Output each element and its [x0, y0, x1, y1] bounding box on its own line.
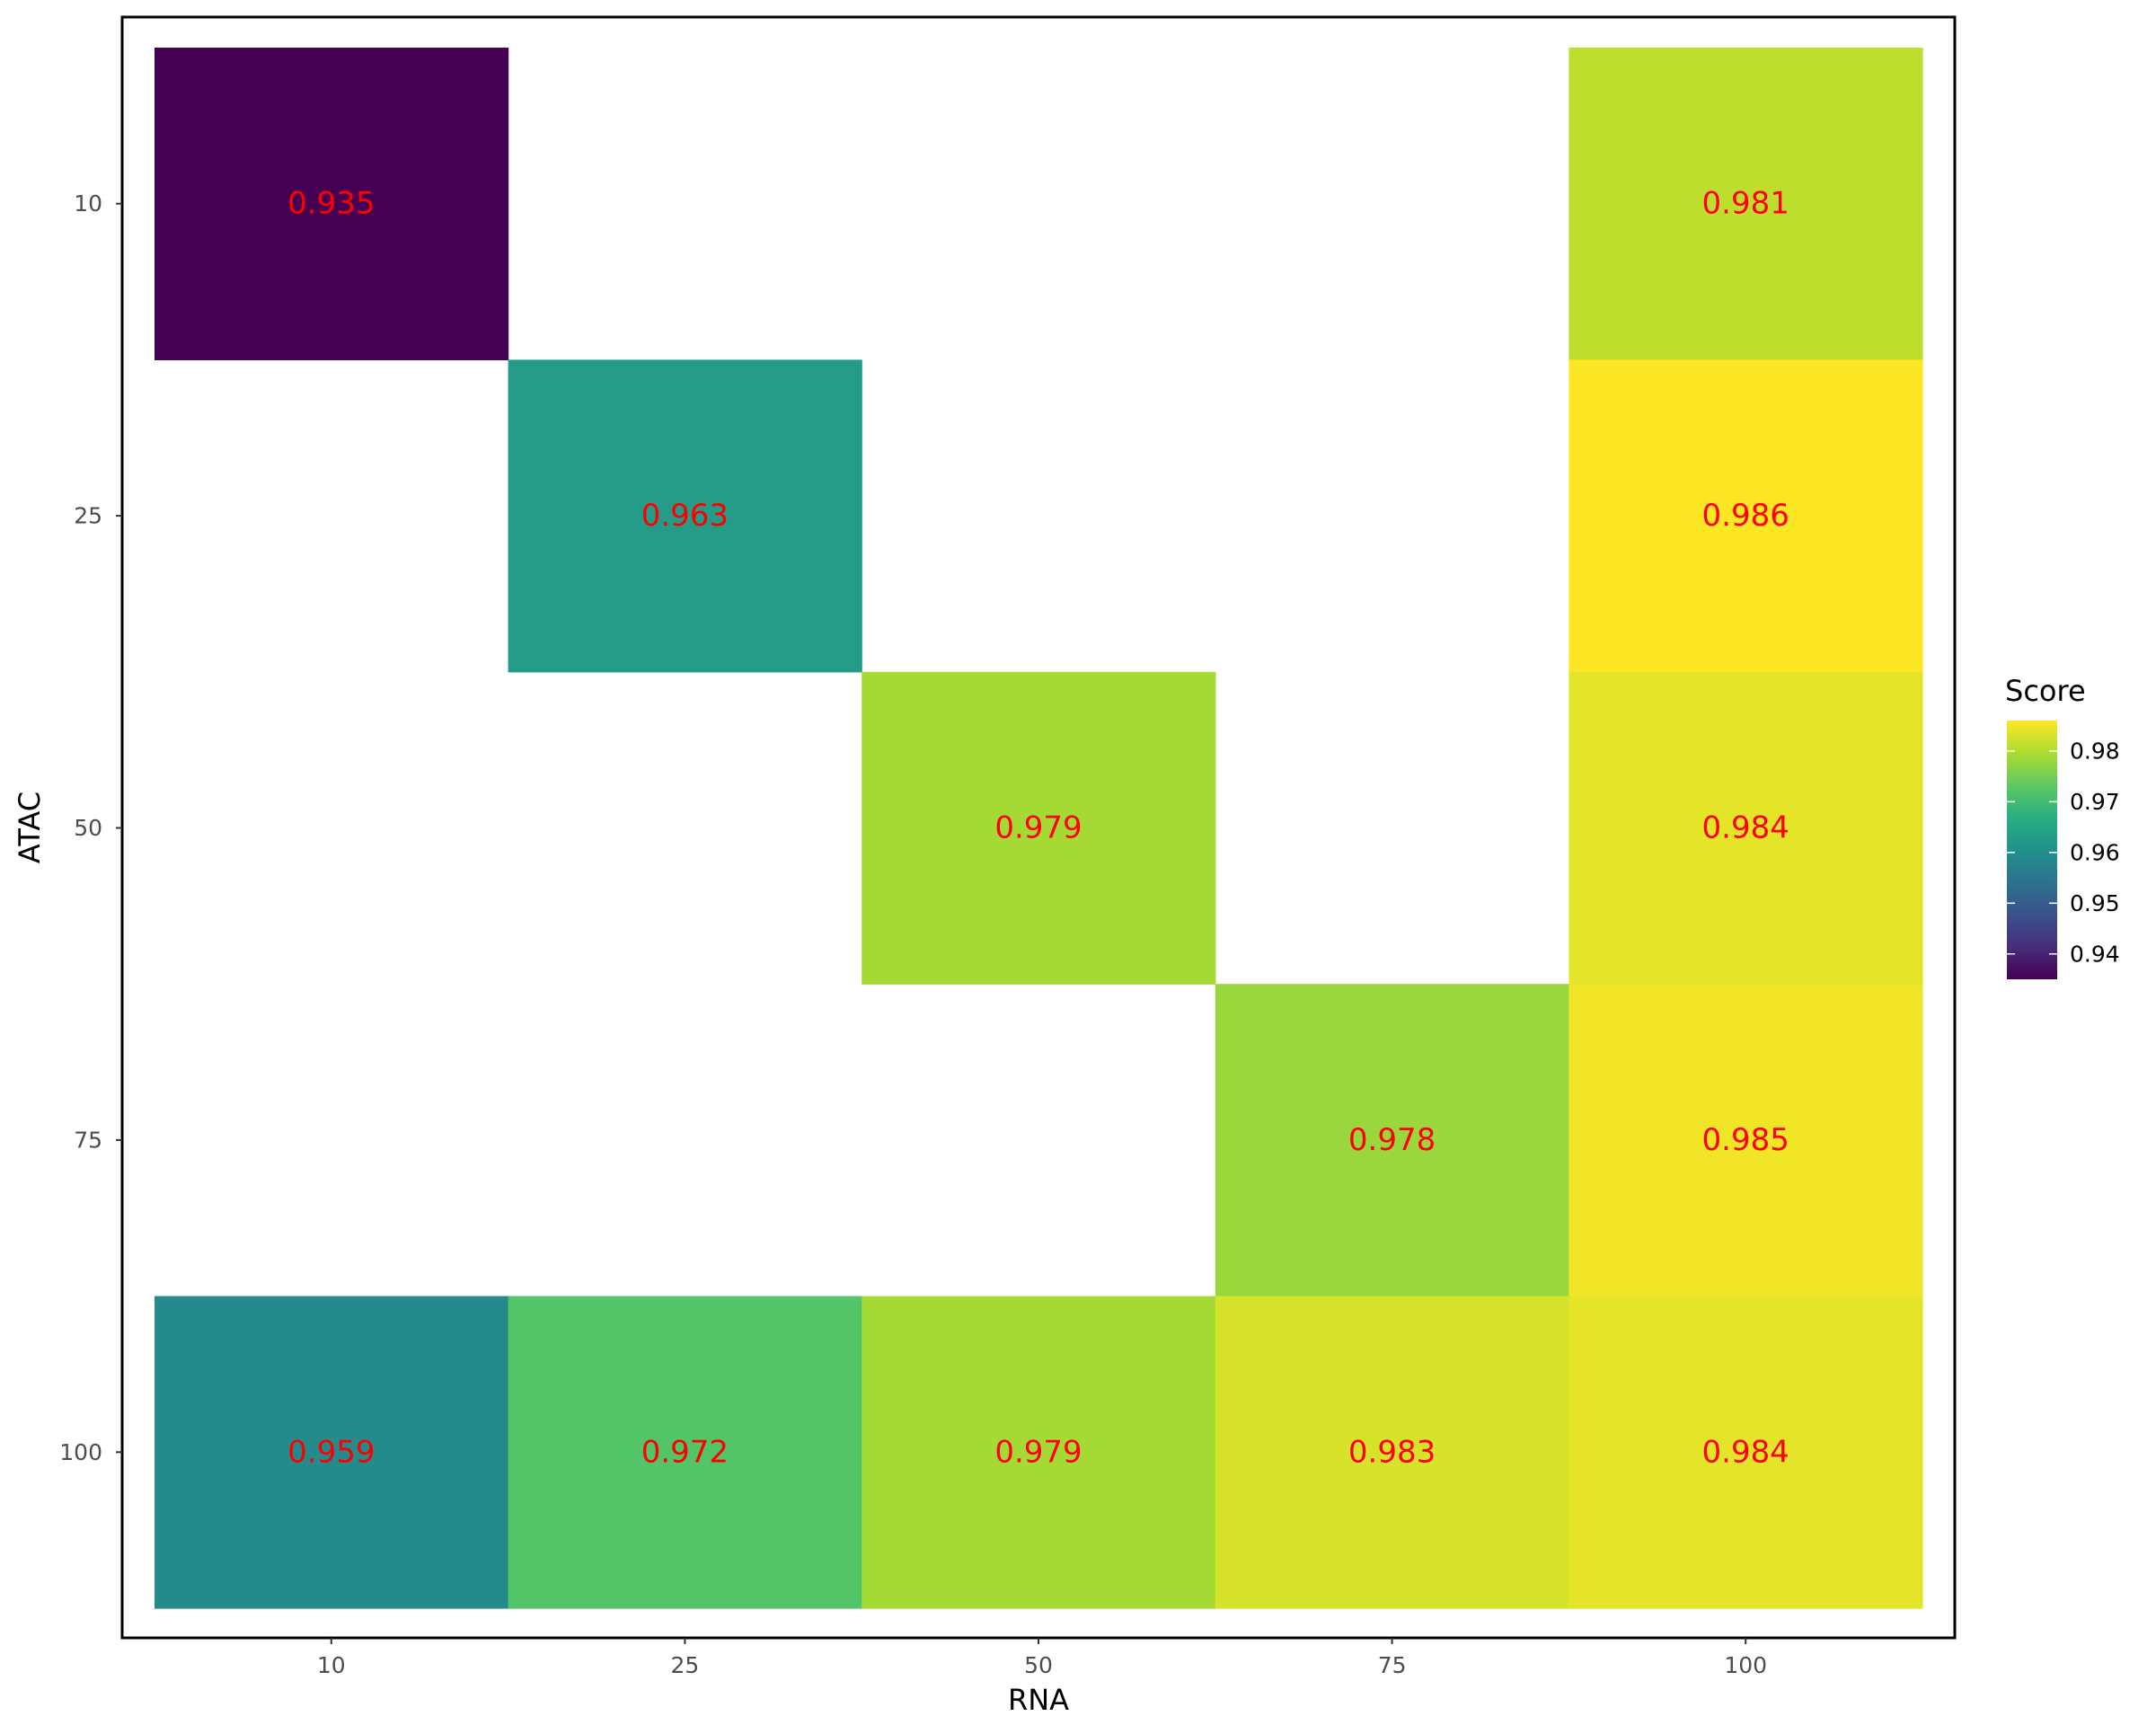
cell-value-label: 0.984: [1702, 810, 1789, 846]
heatmap-cell-rna-10-atac-100: [155, 1296, 509, 1609]
heatmap-cell-rna-100-atac-25: [1568, 359, 1923, 673]
y-tick-label: 75: [74, 1127, 102, 1153]
cell-value-label: 0.981: [1702, 186, 1789, 222]
heatmap-cell-rna-100-atac-75: [1568, 984, 1923, 1297]
legend-colorbar: [2007, 721, 2057, 979]
x-tick-label: 100: [1724, 1652, 1767, 1678]
cell-value-label: 0.986: [1702, 498, 1789, 534]
heatmap-cell-rna-25-atac-25: [508, 359, 862, 673]
heatmap-cell-rna-50-atac-50: [862, 671, 1216, 985]
cell-value-label: 0.978: [1348, 1122, 1436, 1158]
heatmap-cell-rna-25-atac-100: [508, 1296, 862, 1609]
heatmap-cell-rna-100-atac-100: [1568, 1296, 1923, 1609]
cell-value-label: 0.963: [641, 498, 729, 534]
x-tick-label: 75: [1378, 1652, 1407, 1678]
cell-value-label: 0.935: [287, 186, 375, 222]
x-axis-ticks: 10 25 50 75 100: [317, 1638, 1767, 1678]
y-axis-title: ATAC: [13, 792, 47, 863]
x-tick-label: 50: [1024, 1652, 1053, 1678]
heatmap-cell-rna-75-atac-100: [1215, 1296, 1569, 1609]
y-axis-ticks: 10 25 50 75 100: [59, 190, 122, 1465]
legend-tick-label: 0.94: [2070, 941, 2120, 967]
heatmap-cell-rna-75-atac-75: [1215, 984, 1569, 1297]
legend-tick-label: 0.98: [2070, 738, 2120, 764]
cell-value-label: 0.972: [641, 1434, 729, 1470]
heatmap-cell-rna-10-atac-10: [155, 48, 509, 360]
x-tick-label: 10: [317, 1652, 346, 1678]
legend-title: Score: [2005, 674, 2086, 708]
cell-value-label: 0.983: [1348, 1434, 1436, 1470]
legend-tick-label: 0.97: [2070, 789, 2120, 815]
y-tick-label: 100: [59, 1439, 102, 1465]
y-tick-label: 50: [74, 815, 102, 841]
cell-value-label: 0.979: [994, 1434, 1082, 1470]
x-tick-label: 25: [670, 1652, 699, 1678]
heatmap-cell-rna-100-atac-10: [1568, 48, 1923, 360]
heatmap-cell-rna-50-atac-100: [862, 1296, 1216, 1609]
cell-value-label: 0.959: [287, 1434, 375, 1470]
heatmap-cell-rna-100-atac-50: [1568, 671, 1923, 985]
legend-tick-label: 0.96: [2070, 839, 2120, 865]
cell-value-label: 0.979: [994, 810, 1082, 846]
cell-value-labels: 0.935 0.981 0.963 0.986 0.979 0.984 0.978 0.985…: [287, 186, 1789, 1471]
x-axis-title: RNA: [1008, 1683, 1069, 1717]
legend-tick-label: 0.95: [2070, 890, 2120, 916]
cell-value-label: 0.985: [1702, 1122, 1789, 1158]
y-tick-label: 25: [74, 503, 102, 529]
heatmap-cells: [155, 48, 1923, 1609]
cell-value-label: 0.984: [1702, 1434, 1789, 1470]
legend-ticks: 0.94 0.95 0.96 0.97 0.98: [2007, 738, 2120, 967]
y-tick-label: 10: [74, 190, 102, 217]
color-legend: Score 0.94 0.95 0.96 0.97 0.98: [2005, 674, 2120, 979]
